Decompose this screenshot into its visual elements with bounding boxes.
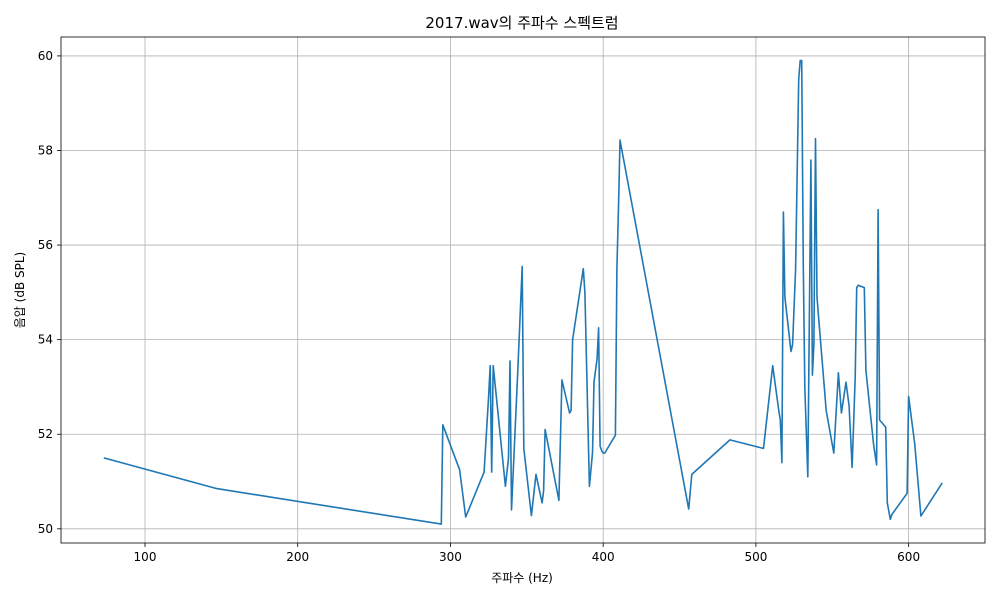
- x-tick-label: 400: [592, 550, 615, 564]
- y-axis-label: 음압 (dB SPL): [13, 252, 27, 328]
- tick-marks: [57, 55, 910, 547]
- y-tick-label: 54: [38, 333, 53, 347]
- x-tick-label: 600: [897, 550, 920, 564]
- x-tick-label: 300: [439, 550, 462, 564]
- y-tick-label: 58: [38, 143, 53, 157]
- x-tick-label: 200: [286, 550, 309, 564]
- y-tick-label: 50: [38, 522, 53, 536]
- y-tick-label: 60: [38, 49, 53, 63]
- y-tick-labels: 50 52 54 56 58 60: [38, 49, 53, 536]
- chart-title: 2017.wav의 주파수 스펙트럼: [425, 14, 618, 32]
- x-tick-label: 100: [134, 550, 157, 564]
- x-tick-label: 500: [744, 550, 767, 564]
- x-axis-label: 주파수 (Hz): [491, 571, 553, 585]
- plot-frame: [60, 36, 986, 544]
- series-line: [103, 59, 943, 525]
- y-tick-label: 52: [38, 427, 53, 441]
- y-tick-label: 56: [38, 238, 53, 252]
- series-layer: [103, 59, 943, 525]
- x-tick-labels: 100 200 300 400 500 600: [134, 550, 921, 564]
